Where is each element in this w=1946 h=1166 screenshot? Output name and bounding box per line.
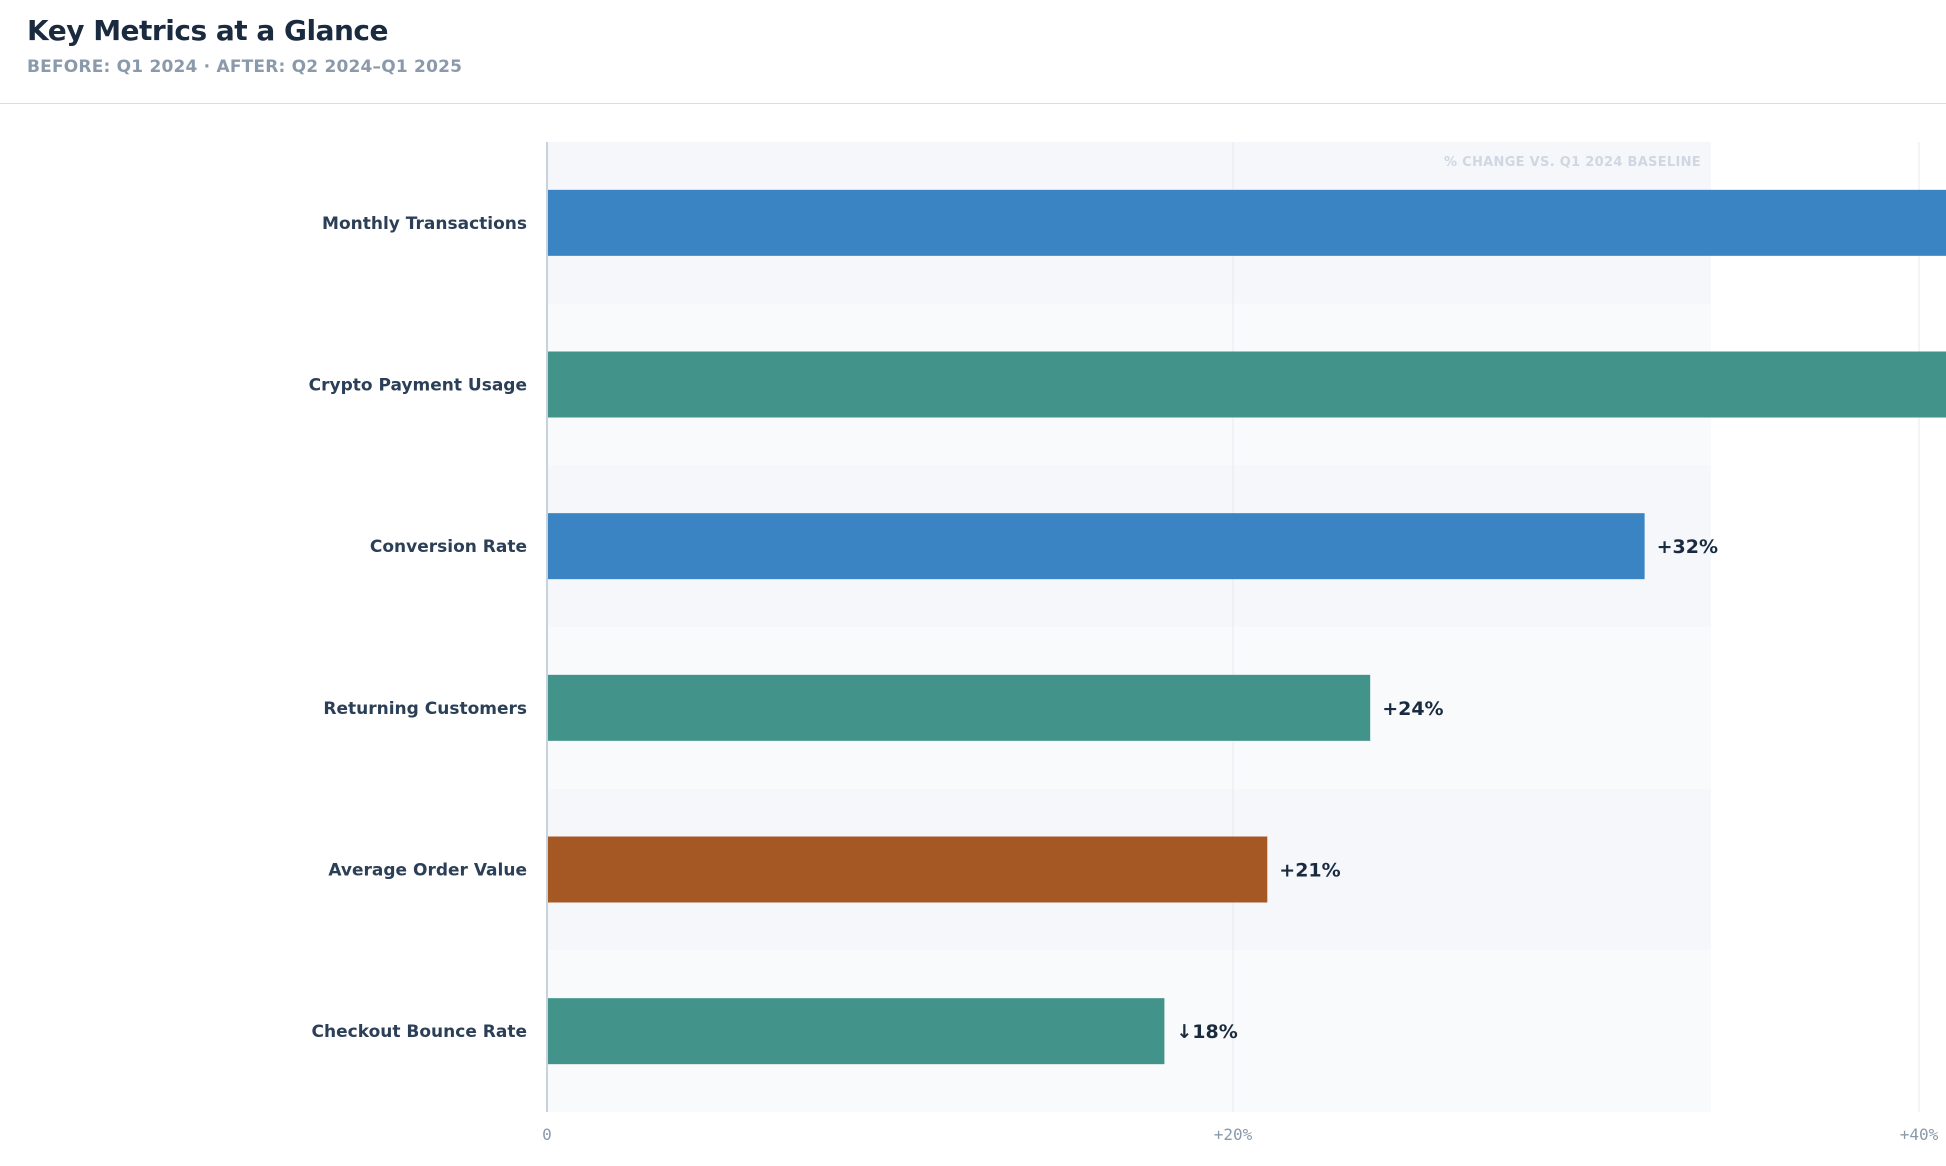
bar bbox=[548, 189, 1946, 256]
chart-header: Key Metrics at a Glance BEFORE: Q1 2024 … bbox=[0, 0, 1946, 104]
chart-subtitle: BEFORE: Q1 2024 · AFTER: Q2 2024–Q1 2025 bbox=[27, 57, 463, 77]
category-label: Crypto Payment Usage bbox=[309, 376, 527, 396]
x-tick-label: 0 bbox=[542, 1125, 552, 1144]
value-label: ↓18% bbox=[1176, 1021, 1237, 1043]
category-label: Conversion Rate bbox=[370, 537, 527, 557]
value-label: +32% bbox=[1657, 536, 1718, 558]
value-label: +24% bbox=[1382, 698, 1443, 720]
chart-title: Key Metrics at a Glance bbox=[27, 14, 389, 47]
category-label: Returning Customers bbox=[323, 699, 527, 719]
bar bbox=[548, 674, 1371, 741]
bar bbox=[548, 513, 1645, 580]
bar bbox=[548, 998, 1165, 1065]
value-label: +21% bbox=[1279, 860, 1340, 882]
category-label: Checkout Bounce Rate bbox=[312, 1022, 527, 1042]
chart-annotation: % CHANGE VS. Q1 2024 BASELINE bbox=[1444, 155, 1701, 170]
bar bbox=[548, 836, 1268, 903]
category-label: Average Order Value bbox=[328, 861, 527, 881]
bar bbox=[548, 351, 1946, 418]
category-label: Monthly Transactions bbox=[322, 214, 527, 234]
x-tick-label: +40% bbox=[1900, 1125, 1939, 1144]
x-tick-label: +20% bbox=[1214, 1125, 1253, 1144]
